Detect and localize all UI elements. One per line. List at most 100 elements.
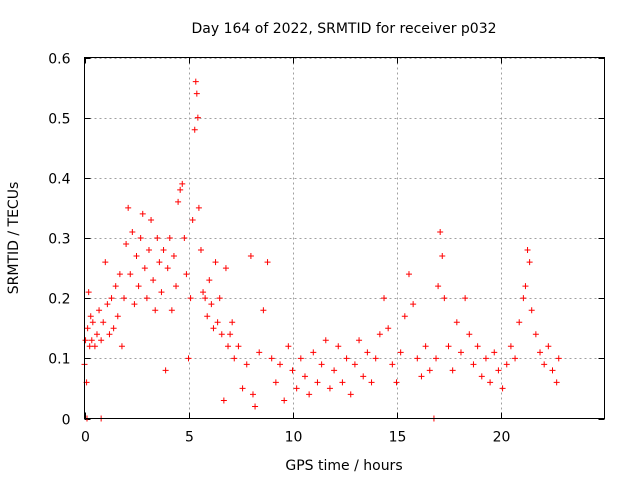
data-point-marker xyxy=(512,355,519,362)
data-point-marker xyxy=(229,319,236,326)
data-point-marker xyxy=(125,204,132,211)
data-point-marker xyxy=(555,355,562,362)
data-point-marker xyxy=(437,228,444,235)
data-point-marker xyxy=(123,241,130,248)
data-point-marker xyxy=(216,295,223,302)
data-point-marker xyxy=(301,373,308,380)
data-point-marker xyxy=(322,337,329,344)
data-point-marker xyxy=(356,337,363,344)
y-tick-label: 0.5 xyxy=(48,112,70,128)
x-tick-label: 10 xyxy=(285,430,303,446)
data-point-marker xyxy=(260,307,267,314)
data-point-marker xyxy=(116,271,123,278)
data-point-marker xyxy=(318,361,325,368)
y-axis-label: SRMTID / TECUs xyxy=(6,182,22,295)
data-point-marker xyxy=(516,319,523,326)
data-point-marker xyxy=(470,361,477,368)
x-tick-label: 20 xyxy=(493,430,511,446)
y-tick-label: 0.6 xyxy=(48,52,70,68)
data-point-marker xyxy=(478,373,485,380)
data-point-marker xyxy=(195,204,202,211)
data-point-marker xyxy=(87,313,94,320)
data-point-marker xyxy=(88,337,95,344)
data-point-marker xyxy=(202,295,209,302)
data-point-marker xyxy=(289,367,296,374)
data-point-marker xyxy=(137,235,144,241)
data-point-marker xyxy=(98,337,105,344)
data-point-marker xyxy=(541,361,548,368)
data-point-marker xyxy=(200,289,207,296)
data-point-marker xyxy=(118,343,125,350)
axis-ticks: 0 0.1 0.2 0.3 0.4 0.5 0.6 0 5 10 15 20 xyxy=(48,52,605,446)
data-point-marker xyxy=(293,385,300,392)
data-point-marker xyxy=(522,283,529,290)
data-point-marker xyxy=(405,271,412,278)
data-point-marker xyxy=(183,271,190,278)
data-point-marker xyxy=(110,325,117,332)
data-point-marker xyxy=(347,391,354,398)
data-point-marker xyxy=(154,235,161,241)
data-point-marker xyxy=(89,319,96,326)
grid xyxy=(84,57,605,419)
y-tick-label: 0.3 xyxy=(48,232,70,248)
x-tick-label: 15 xyxy=(389,430,407,446)
data-point-marker xyxy=(256,349,263,356)
data-point-marker xyxy=(503,361,510,368)
data-point-marker xyxy=(385,325,392,332)
data-point-marker xyxy=(435,283,442,290)
data-point-marker xyxy=(170,253,177,260)
data-point-marker xyxy=(401,313,408,320)
data-point-marker xyxy=(112,283,119,290)
data-point-marker xyxy=(418,373,425,380)
data-point-marker xyxy=(173,283,180,290)
data-point-marker xyxy=(285,343,292,350)
y-tick-label: 0.2 xyxy=(48,292,70,308)
data-point-marker xyxy=(212,259,219,266)
data-point-marker xyxy=(389,361,396,368)
data-point-marker xyxy=(214,319,221,326)
y-tick-label: 0.4 xyxy=(48,172,70,188)
data-point-marker xyxy=(393,379,400,386)
data-point-marker xyxy=(310,349,317,356)
data-point-marker xyxy=(507,343,514,350)
data-point-marker xyxy=(526,259,533,266)
data-point-marker xyxy=(135,283,142,290)
data-point-marker xyxy=(422,343,429,350)
y-tick-label: 0 xyxy=(62,413,71,429)
data-point-marker xyxy=(187,295,194,302)
data-point-marker xyxy=(206,277,213,284)
data-point-marker xyxy=(193,90,200,97)
data-point-marker xyxy=(156,259,163,266)
data-point-marker xyxy=(439,253,446,260)
data-point-marker xyxy=(351,361,358,368)
data-point-marker xyxy=(466,331,473,338)
data-point-marker xyxy=(168,307,175,314)
plot-frame xyxy=(84,57,605,419)
data-point-marker xyxy=(82,337,89,344)
data-point-marker xyxy=(272,379,279,386)
data-point-marker xyxy=(335,343,342,350)
data-point-marker xyxy=(175,198,182,205)
data-point-marker xyxy=(91,343,98,350)
data-point-marker xyxy=(222,265,229,272)
data-point-marker xyxy=(127,271,134,278)
data-point-marker xyxy=(218,331,225,338)
data-point-marker xyxy=(372,355,379,362)
data-point-marker xyxy=(520,295,527,302)
data-point-marker xyxy=(537,349,544,356)
data-point-marker xyxy=(143,295,150,302)
x-tick-label: 5 xyxy=(185,430,194,446)
data-point-marker xyxy=(162,367,169,374)
data-point-marker xyxy=(131,301,138,308)
data-point-marker xyxy=(191,126,198,133)
data-point-marker xyxy=(410,301,417,308)
chart-title: Day 164 of 2022, SRMTID for receiver p03… xyxy=(191,21,496,37)
data-point-marker xyxy=(445,343,452,350)
data-point-marker xyxy=(364,349,371,356)
data-points xyxy=(81,78,562,422)
data-point-marker xyxy=(277,361,284,368)
data-point-marker xyxy=(181,235,188,241)
data-point-marker xyxy=(102,259,109,266)
data-point-marker xyxy=(297,355,304,362)
